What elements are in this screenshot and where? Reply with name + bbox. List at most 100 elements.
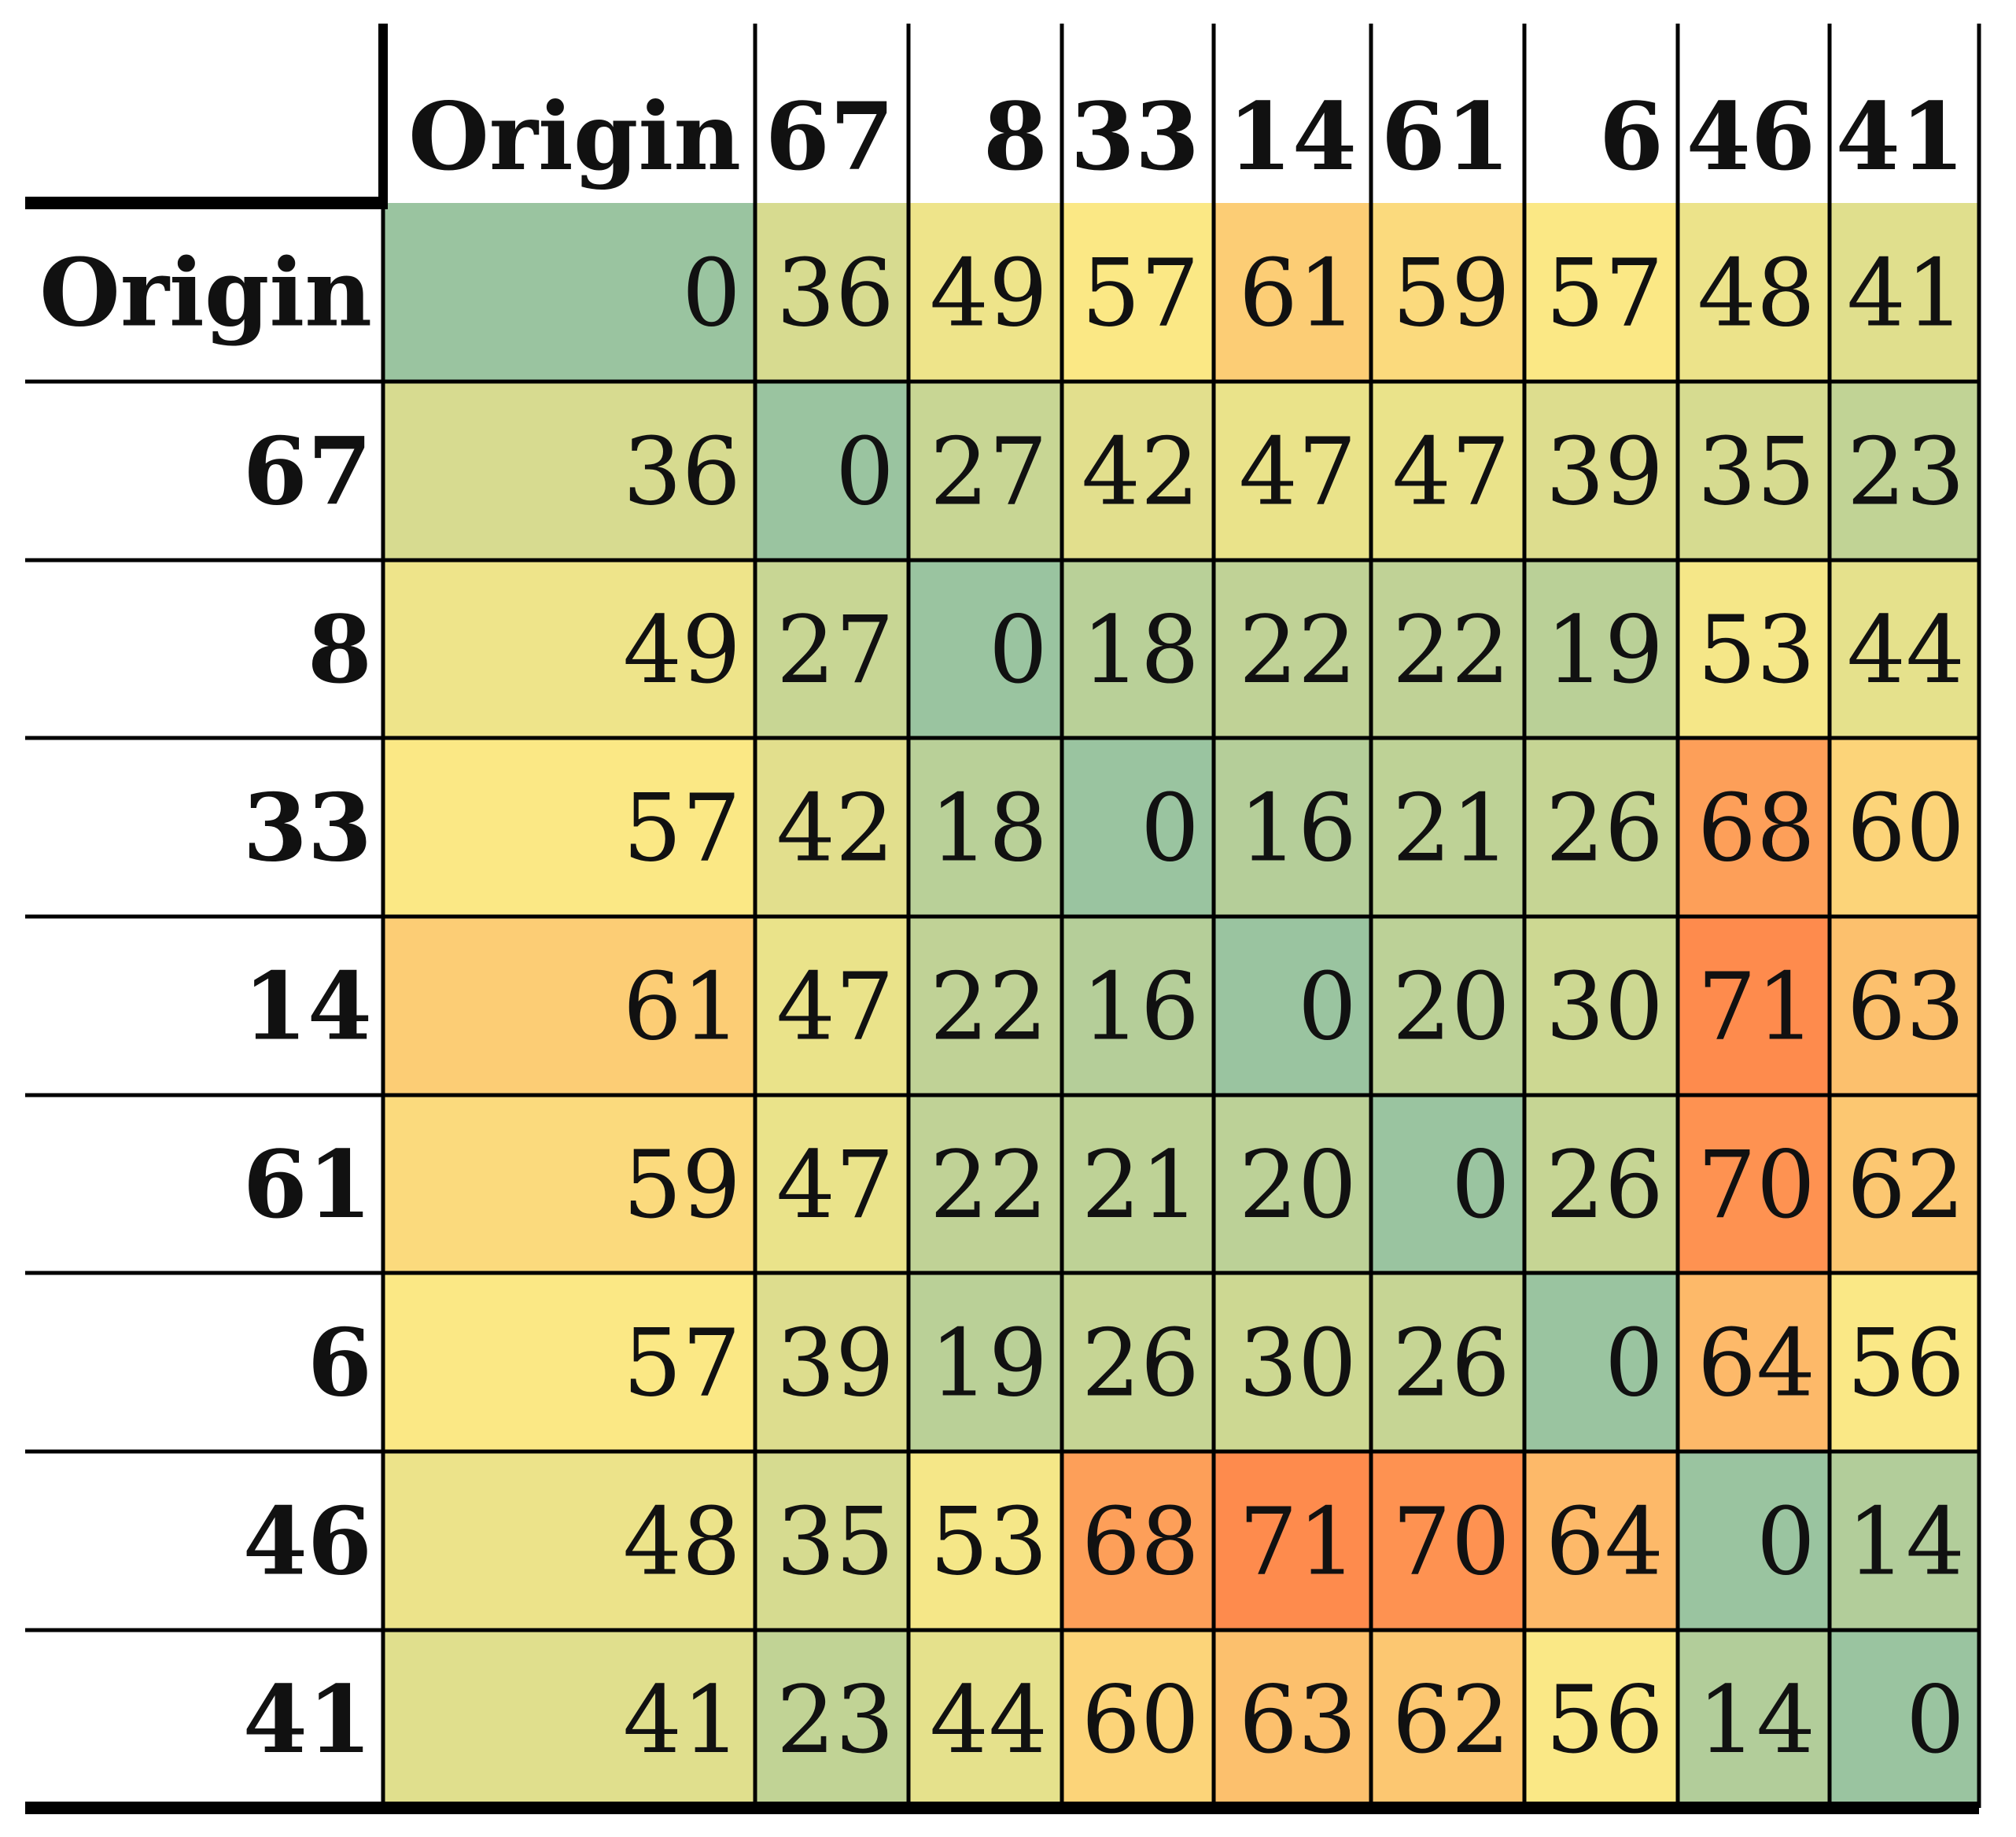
cell-value-3-2: 18 bbox=[930, 774, 1048, 883]
cell-value-7-3: 68 bbox=[1082, 1488, 1200, 1596]
cell-value-6-2: 19 bbox=[930, 1309, 1048, 1418]
heatmap-cell-4-7 bbox=[1678, 917, 1830, 1095]
grid-lines bbox=[25, 24, 1981, 1814]
cell-value-5-3: 21 bbox=[1082, 1131, 1200, 1239]
cell-value-7-2: 53 bbox=[930, 1488, 1048, 1596]
cell-value-1-2: 27 bbox=[930, 418, 1048, 526]
heatmap-cell-3-2 bbox=[908, 738, 1062, 917]
cell-value-8-5: 62 bbox=[1392, 1665, 1510, 1774]
cell-value-5-2: 22 bbox=[930, 1131, 1048, 1239]
cell-value-4-6: 30 bbox=[1546, 953, 1664, 1061]
heatmap-cell-0-1 bbox=[755, 203, 908, 382]
heatmap-cell-3-0 bbox=[384, 738, 755, 917]
heatmap-cell-4-6 bbox=[1524, 917, 1678, 1095]
heatmap-cell-3-3 bbox=[1062, 738, 1214, 917]
heatmap-cell-0-7 bbox=[1678, 203, 1830, 382]
heatmap-cell-2-5 bbox=[1371, 560, 1524, 738]
heatmap-cell-0-2 bbox=[908, 203, 1062, 382]
cell-value-5-6: 26 bbox=[1546, 1131, 1664, 1239]
row-header-3: 33 bbox=[243, 773, 372, 883]
cell-value-1-8: 23 bbox=[1847, 418, 1965, 526]
cell-value-4-1: 47 bbox=[776, 953, 894, 1061]
heatmap-cell-6-4 bbox=[1214, 1273, 1371, 1452]
heatmap-cell-5-5 bbox=[1371, 1095, 1524, 1273]
heatmap-cell-0-3 bbox=[1062, 203, 1214, 382]
cell-value-6-0: 57 bbox=[623, 1309, 741, 1418]
cell-value-2-0: 49 bbox=[623, 596, 741, 704]
cell-value-2-7: 53 bbox=[1697, 596, 1815, 704]
cell-value-8-3: 60 bbox=[1082, 1665, 1200, 1774]
cell-value-4-0: 61 bbox=[623, 953, 741, 1061]
heatmap-cell-6-2 bbox=[908, 1273, 1062, 1452]
cell-value-4-2: 22 bbox=[930, 953, 1048, 1061]
cell-value-7-4: 71 bbox=[1239, 1488, 1357, 1596]
heatmap-cell-0-5 bbox=[1371, 203, 1524, 382]
heatmap-cell-1-8 bbox=[1830, 382, 1979, 560]
cell-value-4-4: 0 bbox=[1298, 953, 1357, 1061]
cell-value-4-7: 71 bbox=[1697, 953, 1815, 1061]
cell-value-5-0: 59 bbox=[623, 1131, 741, 1239]
cell-value-1-7: 35 bbox=[1697, 418, 1815, 526]
row-header-6: 6 bbox=[308, 1308, 372, 1418]
cell-value-5-8: 62 bbox=[1847, 1131, 1965, 1239]
cell-value-0-7: 48 bbox=[1697, 239, 1815, 348]
cell-value-2-1: 27 bbox=[776, 596, 894, 704]
heatmap-cell-3-1 bbox=[755, 738, 908, 917]
row-header-2: 8 bbox=[308, 595, 372, 704]
cell-value-1-0: 36 bbox=[623, 418, 741, 526]
column-header-6: 6 bbox=[1599, 82, 1664, 191]
cell-value-2-2: 0 bbox=[989, 596, 1048, 704]
heatmap-cell-1-7 bbox=[1678, 382, 1830, 560]
heatmap-cell-1-0 bbox=[384, 382, 755, 560]
heatmap-cell-7-6 bbox=[1524, 1452, 1678, 1630]
cell-value-4-5: 20 bbox=[1392, 953, 1510, 1061]
heatmap-cell-7-7 bbox=[1678, 1452, 1830, 1630]
column-header-5: 61 bbox=[1381, 82, 1510, 191]
cell-value-7-1: 35 bbox=[776, 1488, 894, 1596]
cell-value-6-5: 26 bbox=[1392, 1309, 1510, 1418]
heatmap-cell-8-7 bbox=[1678, 1630, 1830, 1808]
row-header-7: 46 bbox=[243, 1487, 372, 1596]
heatmap-cell-7-0 bbox=[384, 1452, 755, 1630]
heatmap-cell-6-8 bbox=[1830, 1273, 1979, 1452]
heatmap-cell-3-6 bbox=[1524, 738, 1678, 917]
cell-value-0-4: 61 bbox=[1239, 239, 1357, 348]
cell-value-1-1: 0 bbox=[835, 418, 894, 526]
heatmap-cell-5-8 bbox=[1830, 1095, 1979, 1273]
cell-value-6-8: 56 bbox=[1847, 1309, 1965, 1418]
heatmap-cell-2-6 bbox=[1524, 560, 1678, 738]
heatmap-cell-6-7 bbox=[1678, 1273, 1830, 1452]
cell-value-7-8: 14 bbox=[1847, 1488, 1965, 1596]
heatmap-cell-5-4 bbox=[1214, 1095, 1371, 1273]
heatmap-cell-8-1 bbox=[755, 1630, 908, 1808]
heatmap-cell-1-3 bbox=[1062, 382, 1214, 560]
heatmap-cell-4-8 bbox=[1830, 917, 1979, 1095]
heatmap-cell-8-6 bbox=[1524, 1630, 1678, 1808]
heatmap-cell-3-8 bbox=[1830, 738, 1979, 917]
column-header-2: 8 bbox=[983, 82, 1048, 191]
heatmap-cell-5-7 bbox=[1678, 1095, 1830, 1273]
heatmap-cell-1-1 bbox=[755, 382, 908, 560]
cell-value-0-5: 59 bbox=[1392, 239, 1510, 348]
cell-value-3-5: 21 bbox=[1392, 774, 1510, 883]
column-header-8: 41 bbox=[1836, 82, 1965, 191]
column-header-4: 14 bbox=[1228, 82, 1357, 191]
cell-value-0-6: 57 bbox=[1546, 239, 1664, 348]
cell-value-8-8: 0 bbox=[1906, 1665, 1965, 1774]
cell-value-1-4: 47 bbox=[1239, 418, 1357, 526]
cell-value-0-1: 36 bbox=[776, 239, 894, 348]
cell-value-0-0: 0 bbox=[682, 239, 741, 348]
row-header-5: 61 bbox=[243, 1130, 372, 1239]
heatmap-cell-8-2 bbox=[908, 1630, 1062, 1808]
cell-value-2-4: 22 bbox=[1239, 596, 1357, 704]
cell-value-3-6: 26 bbox=[1546, 774, 1664, 883]
cell-value-7-6: 64 bbox=[1546, 1488, 1664, 1596]
cell-value-7-0: 48 bbox=[623, 1488, 741, 1596]
heatmap-cell-6-0 bbox=[384, 1273, 755, 1452]
heatmap-cell-1-4 bbox=[1214, 382, 1371, 560]
cell-value-8-7: 14 bbox=[1697, 1665, 1815, 1774]
heatmap-cell-4-5 bbox=[1371, 917, 1524, 1095]
heatmap-cell-0-6 bbox=[1524, 203, 1678, 382]
row-header-8: 41 bbox=[243, 1665, 372, 1774]
